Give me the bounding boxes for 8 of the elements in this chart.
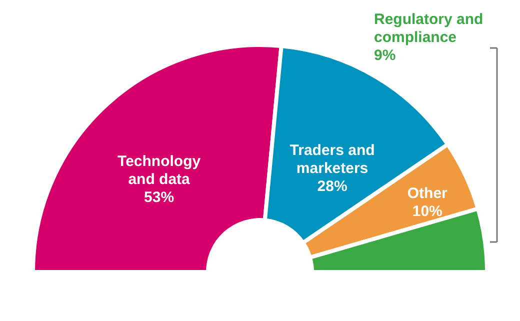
slice-label: Regulatory and compliance bbox=[374, 11, 484, 46]
data-label: 10% bbox=[412, 203, 442, 220]
data-label: 28% bbox=[317, 178, 348, 195]
data-label: 9% bbox=[374, 47, 396, 64]
slice-label: Other bbox=[407, 185, 448, 202]
data-label: 53% bbox=[144, 189, 174, 206]
slice-label: Technology and data bbox=[118, 153, 202, 188]
slice-label: Traders and marketers bbox=[290, 142, 375, 177]
